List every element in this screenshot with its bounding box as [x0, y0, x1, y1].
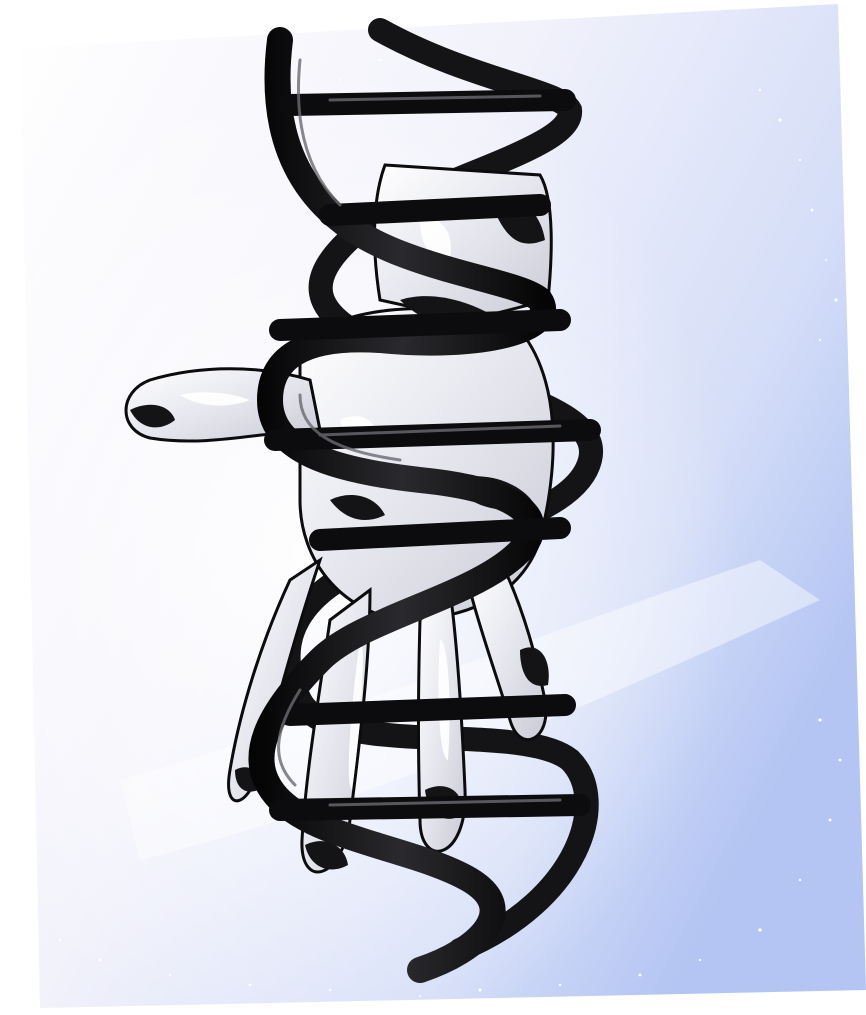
sparkle-dust: [58, 38, 842, 997]
helix-glints: [277, 58, 562, 807]
helix-front-strand: [248, 27, 556, 983]
hand-finger-index: [468, 557, 548, 742]
helix-rungs: [264, 89, 601, 821]
helix-back-strand: [276, 18, 604, 962]
